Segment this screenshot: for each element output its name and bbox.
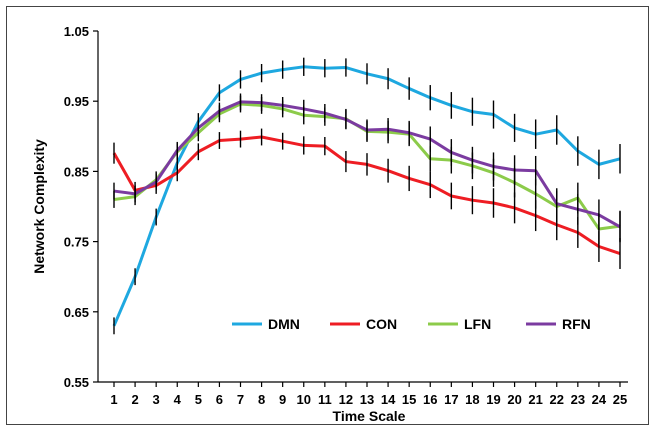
x-axis-label: Time Scale xyxy=(333,408,406,424)
x-tick-label: 9 xyxy=(279,392,286,407)
series-lines xyxy=(112,65,621,327)
x-tick-label: 1 xyxy=(110,392,117,407)
chart-frame xyxy=(6,6,649,425)
y-tick-label: 0.85 xyxy=(64,164,89,179)
x-tick-label: 20 xyxy=(507,392,521,407)
x-tick-label: 8 xyxy=(258,392,265,407)
x-tick-label: 18 xyxy=(465,392,479,407)
x-tick-label: 25 xyxy=(613,392,627,407)
legend: DMN CON LFN RFN xyxy=(232,316,591,332)
legend-label-con: CON xyxy=(366,316,397,332)
x-tick-label: 15 xyxy=(402,392,416,407)
x-tick-label: 13 xyxy=(360,392,374,407)
y-tick-label: 1.05 xyxy=(64,24,89,39)
legend-label-lfn: LFN xyxy=(464,316,491,332)
y-tick-label: 0.55 xyxy=(64,375,89,390)
x-tick-label: 3 xyxy=(153,392,160,407)
x-tick-label: 10 xyxy=(297,392,311,407)
x-tick-label: 23 xyxy=(571,392,585,407)
x-tick-label: 16 xyxy=(423,392,437,407)
x-tick-label: 19 xyxy=(486,392,500,407)
x-tick-label: 2 xyxy=(131,392,138,407)
legend-label-rfn: RFN xyxy=(562,316,591,332)
error-bars xyxy=(113,57,621,335)
series-line-dmn xyxy=(112,65,621,327)
x-tick-label: 17 xyxy=(444,392,458,407)
x-tick-label: 7 xyxy=(237,392,244,407)
x-tick-label: 11 xyxy=(318,392,332,407)
legend-label-dmn: DMN xyxy=(268,316,300,332)
x-tick-label: 22 xyxy=(550,392,564,407)
x-tick-label: 24 xyxy=(592,392,607,407)
x-tick-label: 4 xyxy=(174,392,182,407)
x-tick-label: 21 xyxy=(528,392,542,407)
chart-axes: 0.550.650.750.850.951.051 2 3 4 5 6 7 8 9 10 11 12 1… xyxy=(64,24,628,407)
y-tick-label: 0.95 xyxy=(64,94,89,109)
x-tick-label: 5 xyxy=(195,392,202,407)
x-tick-label: 14 xyxy=(381,392,396,407)
x-tick-label: 6 xyxy=(216,392,223,407)
y-tick-label: 0.75 xyxy=(64,235,89,250)
y-axis-label: Network Complexity xyxy=(31,139,47,274)
x-tick-label: 12 xyxy=(339,392,353,407)
y-tick-label: 0.65 xyxy=(64,305,89,320)
